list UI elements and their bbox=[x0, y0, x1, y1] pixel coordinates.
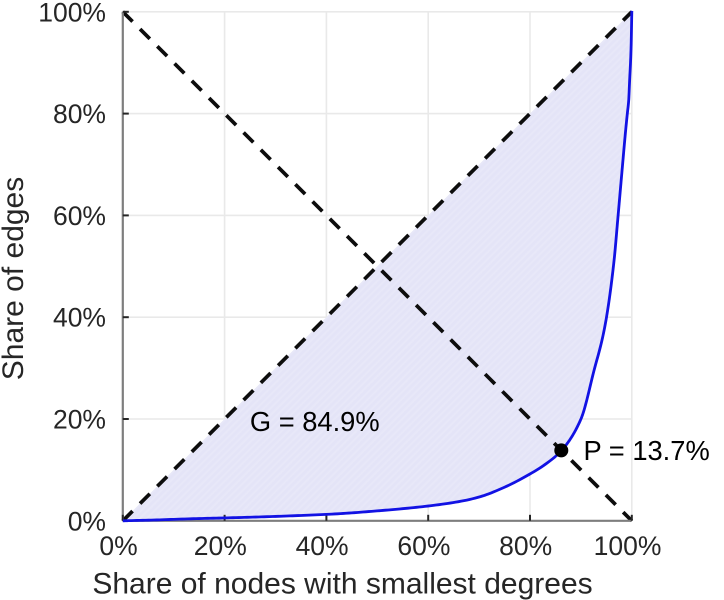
svg-text:80%: 80% bbox=[499, 531, 552, 561]
svg-text:G = 84.9%: G = 84.9% bbox=[250, 406, 380, 437]
svg-text:0%: 0% bbox=[99, 531, 137, 561]
svg-text:Share of edges: Share of edges bbox=[0, 177, 30, 380]
svg-text:100%: 100% bbox=[38, 0, 106, 27]
svg-text:0%: 0% bbox=[68, 506, 106, 536]
svg-text:20%: 20% bbox=[53, 405, 106, 435]
svg-text:40%: 40% bbox=[53, 303, 106, 333]
svg-text:60%: 60% bbox=[397, 531, 450, 561]
svg-text:40%: 40% bbox=[296, 531, 349, 561]
svg-text:20%: 20% bbox=[194, 531, 247, 561]
svg-text:100%: 100% bbox=[594, 531, 662, 561]
svg-text:80%: 80% bbox=[53, 99, 106, 129]
svg-text:60%: 60% bbox=[53, 201, 106, 231]
svg-text:Share of nodes with smallest d: Share of nodes with smallest degrees bbox=[92, 567, 592, 600]
svg-text:P = 13.7%: P = 13.7% bbox=[584, 435, 710, 466]
